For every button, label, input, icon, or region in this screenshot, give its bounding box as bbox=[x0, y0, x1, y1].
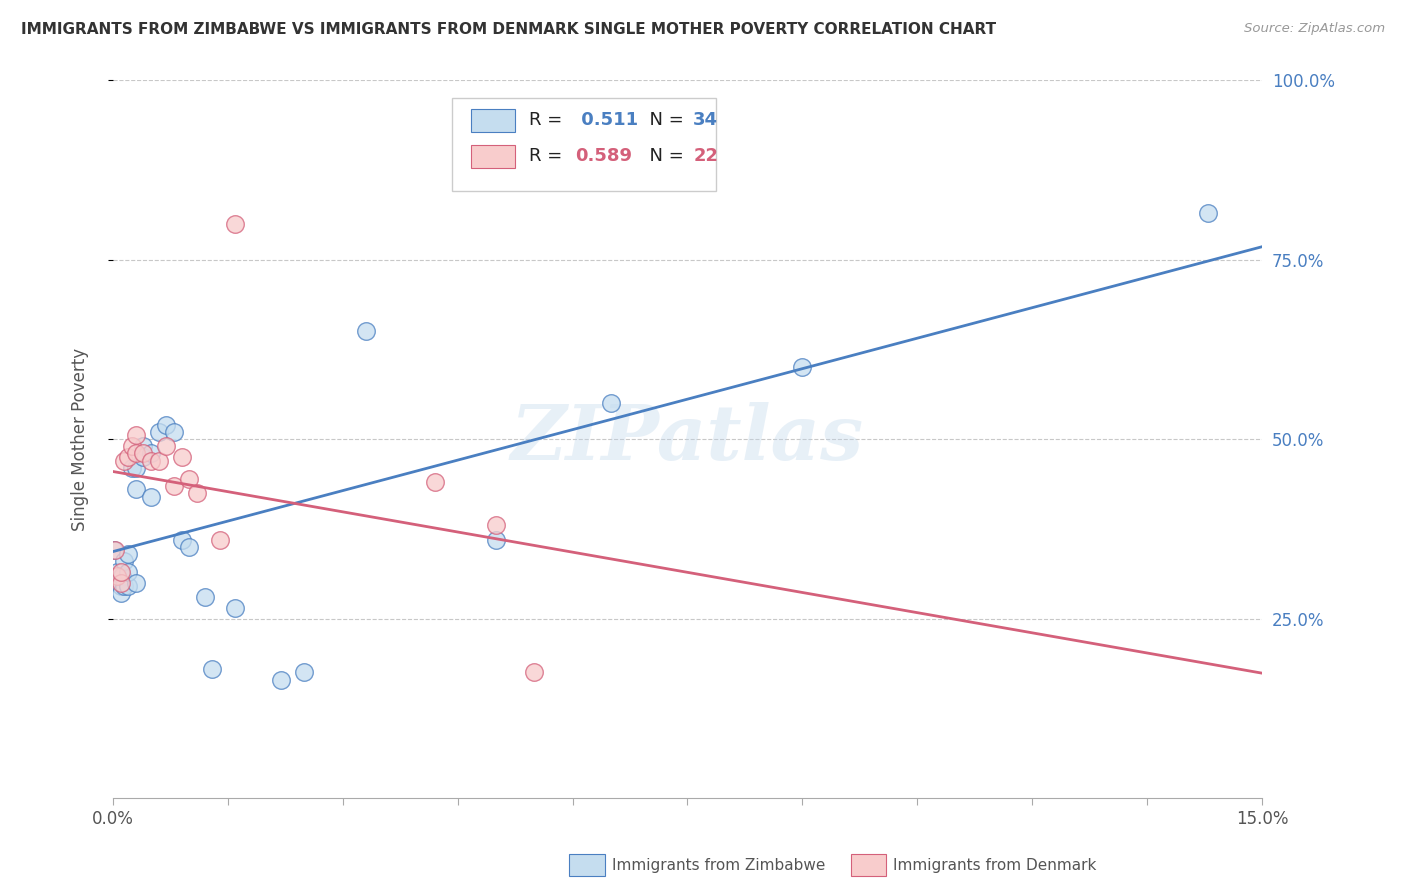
Point bbox=[112, 554, 135, 568]
Point bbox=[105, 568, 128, 582]
Point bbox=[132, 446, 155, 460]
Point bbox=[117, 547, 139, 561]
Point bbox=[125, 483, 148, 497]
Point bbox=[105, 565, 128, 579]
Point bbox=[423, 475, 446, 490]
Point bbox=[110, 575, 132, 590]
Text: N =: N = bbox=[638, 147, 689, 165]
Point bbox=[141, 446, 163, 460]
Point bbox=[354, 324, 377, 338]
Point bbox=[112, 579, 135, 593]
Point bbox=[179, 471, 201, 485]
Point bbox=[179, 540, 201, 554]
Point bbox=[224, 217, 246, 231]
Text: R =: R = bbox=[529, 112, 568, 129]
Point bbox=[108, 572, 131, 586]
Point bbox=[599, 396, 621, 410]
Text: Source: ZipAtlas.com: Source: ZipAtlas.com bbox=[1244, 22, 1385, 36]
Point bbox=[111, 568, 134, 582]
Point bbox=[186, 486, 208, 500]
Point bbox=[209, 533, 232, 547]
Point bbox=[141, 490, 163, 504]
Point bbox=[104, 543, 127, 558]
Text: ZIPatlas: ZIPatlas bbox=[510, 402, 865, 476]
Point bbox=[110, 586, 132, 600]
FancyBboxPatch shape bbox=[471, 145, 515, 168]
Point bbox=[485, 533, 508, 547]
Point bbox=[141, 453, 163, 467]
Point bbox=[121, 460, 143, 475]
Text: Immigrants from Zimbabwe: Immigrants from Zimbabwe bbox=[612, 858, 825, 872]
Point bbox=[132, 450, 155, 464]
Point bbox=[163, 479, 186, 493]
Point bbox=[117, 579, 139, 593]
Point bbox=[125, 446, 148, 460]
Point bbox=[117, 565, 139, 579]
Point bbox=[170, 533, 193, 547]
Point bbox=[523, 665, 546, 680]
Text: N =: N = bbox=[638, 112, 689, 129]
Point bbox=[121, 439, 143, 453]
Text: Immigrants from Denmark: Immigrants from Denmark bbox=[893, 858, 1097, 872]
Point bbox=[155, 417, 177, 432]
Point bbox=[148, 453, 170, 467]
Text: 34: 34 bbox=[693, 112, 718, 129]
Point bbox=[125, 575, 148, 590]
Text: 22: 22 bbox=[693, 147, 718, 165]
Point bbox=[112, 453, 135, 467]
Point bbox=[194, 590, 217, 604]
Text: 0.511: 0.511 bbox=[575, 112, 638, 129]
Point bbox=[132, 439, 155, 453]
Point bbox=[163, 425, 186, 439]
Text: 0.589: 0.589 bbox=[575, 147, 631, 165]
Point bbox=[224, 600, 246, 615]
Point bbox=[103, 543, 125, 558]
Point bbox=[148, 425, 170, 439]
Point bbox=[485, 518, 508, 533]
Text: R =: R = bbox=[529, 147, 568, 165]
Point bbox=[1197, 206, 1219, 220]
FancyBboxPatch shape bbox=[471, 109, 515, 132]
Y-axis label: Single Mother Poverty: Single Mother Poverty bbox=[72, 348, 89, 531]
Point bbox=[270, 673, 292, 687]
Point bbox=[201, 662, 224, 676]
Point bbox=[125, 460, 148, 475]
Point bbox=[292, 665, 315, 680]
Text: IMMIGRANTS FROM ZIMBABWE VS IMMIGRANTS FROM DENMARK SINGLE MOTHER POVERTY CORREL: IMMIGRANTS FROM ZIMBABWE VS IMMIGRANTS F… bbox=[21, 22, 997, 37]
Point bbox=[110, 579, 132, 593]
Point bbox=[792, 360, 814, 375]
FancyBboxPatch shape bbox=[451, 98, 716, 191]
Point bbox=[110, 565, 132, 579]
Point bbox=[170, 450, 193, 464]
Point bbox=[155, 439, 177, 453]
Point bbox=[125, 428, 148, 442]
Point bbox=[117, 450, 139, 464]
